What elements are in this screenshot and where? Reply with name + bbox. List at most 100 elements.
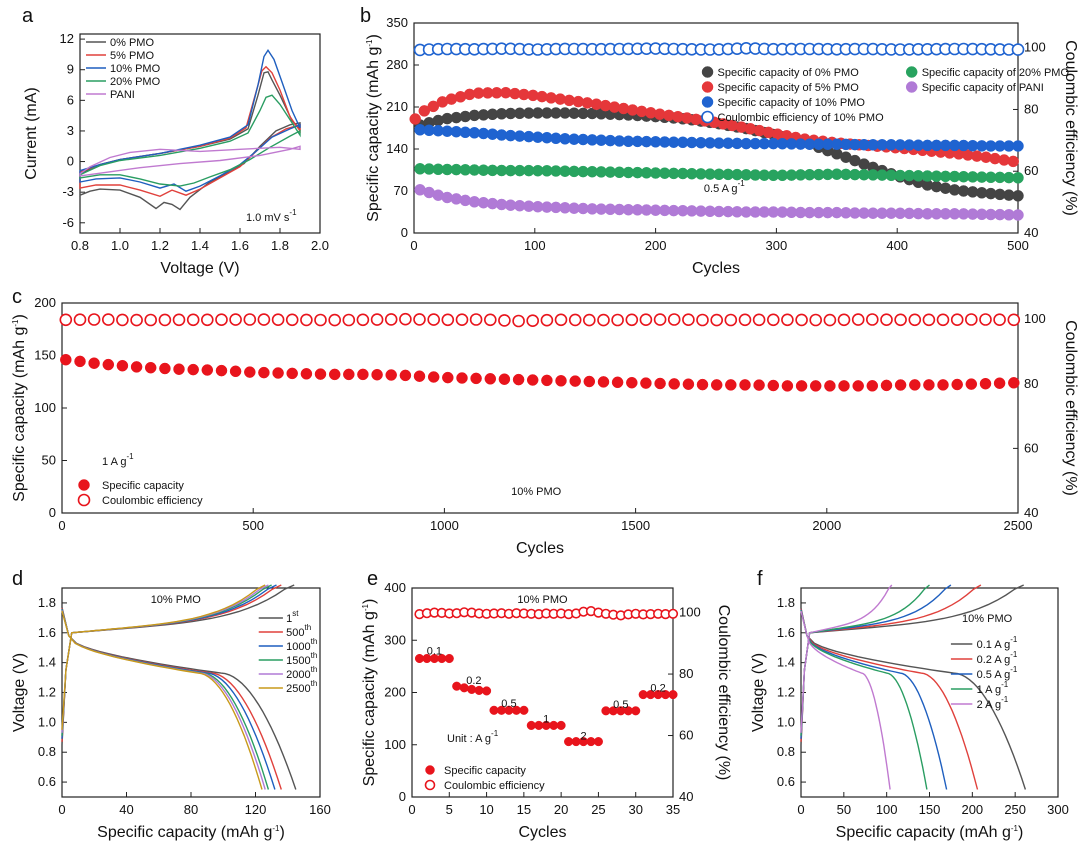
legend-label-f-main: 0.2 A g <box>977 654 1011 666</box>
panel-d: d 0 40 80 120 160 0.6 0.8 1.0 1.2 1.4 1.6 1.8 Specifi… <box>11 568 331 841</box>
y-axis-title-f-main: Voltage (V) <box>750 653 767 732</box>
data-point-c-1 <box>795 313 808 327</box>
y-tick-label-d-main: 1.0 <box>38 714 56 729</box>
data-point-c-1 <box>144 313 157 327</box>
legend-label-a: 5% PMO <box>110 50 154 62</box>
legend-label-a-main: 20% PMO <box>110 76 161 88</box>
annotation-d: 10% PMO <box>151 594 202 606</box>
y2-tick-label-c: 60 <box>1024 440 1038 455</box>
x-tick-label-d-main: 160 <box>309 802 331 817</box>
legend-label-d-sup: th <box>311 679 318 688</box>
data-point-c-1 <box>116 313 129 327</box>
y2-tick-label-c: 100 <box>1024 311 1046 326</box>
data-point-c-0 <box>979 377 992 390</box>
y-tick-label-a-main: 3 <box>67 123 74 138</box>
legend-label-b-main: Specific capacity of PANI <box>922 82 1044 94</box>
panel-letter-c-main: c <box>12 286 22 308</box>
legend-label-b-main: Coulombic efficiency of 10% PMO <box>718 112 885 124</box>
y-tick-label-b-main: 140 <box>386 141 408 156</box>
data-point-e-1 <box>667 608 679 619</box>
data-point-c-1 <box>370 313 384 326</box>
data-point-c-0 <box>102 358 115 371</box>
x-axis-title-f-main: Specific capacity (mAh g <box>836 824 1011 841</box>
y-tick-label-b-main: 70 <box>394 183 408 198</box>
data-point-c-1 <box>738 313 752 327</box>
data-point-c-1 <box>257 313 271 326</box>
y2-tick-label-e: 80 <box>679 666 693 681</box>
data-point-c-0 <box>668 378 680 390</box>
y2-tick-label-e-main: 80 <box>679 666 693 681</box>
y-tick-label-b: 280 <box>386 57 408 72</box>
legend-label-e-main: Coulombic efficiency <box>444 780 545 792</box>
x-tick-label-e: 30 <box>628 802 642 817</box>
legend-label-d: 1000th <box>286 637 317 653</box>
legend-header-c-main: 1 A g <box>102 456 126 468</box>
rate-label-e-main: 1 <box>543 714 549 726</box>
data-point-c-0 <box>923 379 935 391</box>
y-tick-label-e: 0 <box>399 789 406 804</box>
legend-swatch-b <box>701 66 714 78</box>
legend-label-a: PANI <box>110 89 135 101</box>
x-axis-title-b: Cycles <box>692 260 740 277</box>
data-point-c-0 <box>456 372 468 384</box>
rate-label-e: 0.1 <box>427 646 442 658</box>
y-tick-label-f-main: 0.6 <box>777 774 795 789</box>
y2-tick-label-e: 60 <box>679 728 693 743</box>
legend-swatch-b <box>905 66 918 78</box>
data-point-c-0 <box>583 375 596 388</box>
legend-label-f: 0.1 A g-1 <box>977 635 1018 651</box>
panel-letter-e-main: e <box>367 568 378 590</box>
legend-label-f: 0.2 A g-1 <box>977 650 1018 666</box>
x-tick-label-a: 1.4 <box>191 238 209 253</box>
data-point-c-1 <box>865 313 879 326</box>
x-tick-label-b: 200 <box>645 238 667 253</box>
panel-letter-b: b <box>360 5 371 27</box>
y2-tick-label-c: 40 <box>1024 505 1038 520</box>
data-point-c-1 <box>724 313 738 327</box>
rate-label-e-main: 0.5 <box>613 699 628 711</box>
x-tick-label-d-main: 40 <box>119 802 133 817</box>
x-tick-label-f-main: 50 <box>837 802 851 817</box>
y2-axis-title-c: Coulombic efficiency (%) <box>1062 320 1079 496</box>
legend-label-a-main: PANI <box>110 89 135 101</box>
y-axis-title-a-main: Current (mA) <box>23 87 40 179</box>
panel-letter-f: f <box>757 568 763 590</box>
y-axis-title-c: Specific capacity (mAh g-1) <box>11 314 28 502</box>
data-point-c-1 <box>936 313 950 327</box>
x-tick-label-f: 0 <box>797 802 804 817</box>
x-tick-label-e-main: 20 <box>554 802 568 817</box>
x-tick-label-b: 300 <box>766 238 788 253</box>
rate-label-e-main: 0.2 <box>466 675 481 687</box>
x-tick-label-f: 50 <box>837 802 851 817</box>
data-point-c-1 <box>512 314 525 328</box>
data-point-c-0 <box>371 368 383 381</box>
data-point-c-1 <box>314 313 327 327</box>
y-axis-title-c-end: ) <box>11 314 28 319</box>
y-tick-label-a: 12 <box>60 31 74 46</box>
legend-label-d-main: 1 <box>286 613 292 625</box>
data-point-c-1 <box>710 313 724 327</box>
legend-label-f: 0.5 A g-1 <box>977 665 1018 681</box>
legend-label-d: 1500th <box>286 651 317 667</box>
data-point-c-1 <box>229 313 242 326</box>
y-tick-label-c-main: 150 <box>34 348 56 363</box>
data-point-c-1 <box>399 312 412 326</box>
x-tick-label-c-main: 1500 <box>621 518 650 533</box>
x-tick-label-a: 1.2 <box>151 238 169 253</box>
y2-tick-label-e: 100 <box>679 605 701 620</box>
data-point-c-1 <box>823 313 837 327</box>
y-tick-label-c: 200 <box>34 295 56 310</box>
y-tick-label-a: 6 <box>67 92 74 107</box>
legend-label-a-main: 0% PMO <box>110 37 154 49</box>
x-tick-label-a: 1.6 <box>231 238 249 253</box>
x-tick-label-c: 2500 <box>1004 518 1033 533</box>
plot-frame-f <box>800 587 1059 798</box>
x-axis-title-a-main: Voltage (V) <box>160 260 239 277</box>
x-tick-label-b: 400 <box>886 238 908 253</box>
data-point-c-0 <box>696 378 709 391</box>
legend-header-e: Unit : A g-1 <box>447 729 499 745</box>
data-point-c-1 <box>300 313 313 327</box>
legend-label-b-main: Specific capacity of 0% PMO <box>718 67 860 79</box>
x-tick-label-f-main: 150 <box>919 802 941 817</box>
x-tick-label-b-main: 300 <box>766 238 788 253</box>
